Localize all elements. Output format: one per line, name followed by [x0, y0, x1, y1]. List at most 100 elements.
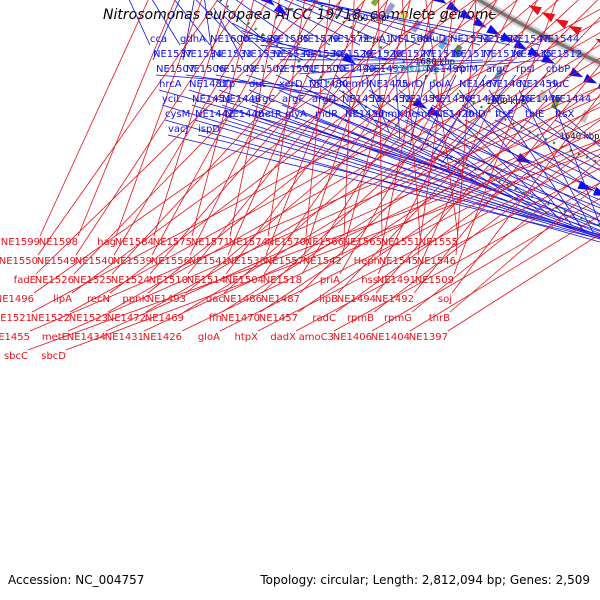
gene-arrow-52: [260, 0, 275, 6]
gene-label: thiD: [465, 109, 486, 120]
gene-label: argF: [282, 94, 304, 105]
leader-line: [289, 59, 484, 68]
leader-line: [227, 0, 342, 256]
gene-label: thrB: [429, 313, 450, 324]
gene-label: NE1504: [225, 275, 264, 286]
gene-label: tRNAArg: [396, 64, 439, 75]
leader-line: [464, 119, 600, 182]
tick-label: 1660 kbp: [486, 97, 526, 107]
gene-label: NE1533: [213, 49, 252, 60]
leader-line: [301, 0, 477, 275]
label-leader-lines: [27, 0, 600, 351]
leader-line: [191, 0, 255, 237]
gene-label: NE1519: [423, 49, 462, 60]
gene-label: argD: [312, 94, 336, 105]
leader-line: [377, 0, 518, 275]
gene-label: amoC3: [299, 332, 334, 343]
leader-line: [224, 119, 600, 236]
gene-label: NE1440: [225, 109, 264, 120]
gene-label: sbcC: [4, 351, 28, 362]
gene-label: NE1475: [369, 79, 408, 90]
leader-line: [431, 104, 600, 206]
gene-label: NE1397: [409, 332, 448, 343]
gene-label: priA: [320, 275, 340, 286]
gene-label: hemL: [405, 109, 433, 120]
gene-label: NE1444: [552, 94, 591, 105]
gene-label: NE1491: [377, 275, 416, 286]
gene-label: NE1544: [540, 34, 579, 45]
leader-line: [518, 89, 595, 234]
leader-line: [152, 0, 180, 61]
gene-label: soj: [438, 294, 452, 305]
leader-line: [415, 0, 538, 275]
gene-label: NE1555: [419, 237, 458, 248]
leader-line: [284, 119, 600, 227]
cog-block-109: [536, 89, 547, 103]
leader-line: [267, 0, 306, 237]
leader-line: [221, 71, 600, 313]
gene-label: NE1516: [483, 49, 522, 60]
gene-label: vacJ: [168, 124, 189, 135]
leader-line: [449, 182, 600, 313]
gene-label: dut: [249, 79, 266, 90]
gene-label: NE1497: [366, 64, 405, 75]
gene-label: NE1525: [73, 275, 112, 286]
gene-label: NE1522: [31, 313, 70, 324]
leader-line: [269, 0, 361, 46]
gene-label: NE1472: [107, 313, 146, 324]
leader-line: [31, 8, 600, 313]
gene-arrow-100: [513, 39, 528, 50]
gene-label: NE1575: [153, 237, 192, 248]
gene-label: NE1470: [221, 313, 260, 324]
gene-label: NE1493: [147, 294, 186, 305]
gene-label: NE1515: [513, 49, 552, 60]
gene-label: NE1584: [115, 237, 154, 248]
gene-label: NE1434: [67, 332, 106, 343]
gene-arrow-93: [472, 17, 487, 28]
leader-line: [225, 0, 434, 275]
leader-line: [189, 0, 318, 256]
gene-label: NE1534: [183, 49, 222, 60]
gene-label: NE1546: [417, 256, 456, 267]
cog-block-121: [579, 109, 590, 123]
gene-label: NE1446: [492, 94, 531, 105]
gene-label: NE1448: [222, 94, 261, 105]
gene-label: xerD: [279, 79, 303, 90]
gene-label: NE1496: [0, 294, 34, 305]
leader-line: [251, 104, 600, 237]
gene-label: fadE: [14, 275, 36, 286]
gene-label: NE1553: [450, 34, 489, 45]
leader-line: [337, 16, 600, 294]
leader-line: [379, 0, 434, 256]
gene-label: lipA: [53, 294, 72, 305]
gene-label: NE1503: [216, 64, 255, 75]
leader-line: [305, 0, 330, 237]
leader-line: [409, 74, 427, 146]
gene-label: NE1404: [371, 332, 410, 343]
leader-line: [197, 134, 600, 236]
gene-label: NE1529: [333, 49, 372, 60]
gene-label: NE1501: [276, 64, 315, 75]
leader-line: [181, 129, 600, 332]
gene-label: rpmG: [384, 313, 412, 324]
leader-line: [409, 215, 600, 332]
leader-line: [299, 59, 514, 75]
backbone-line: [475, 0, 600, 65]
leader-line: [253, 0, 331, 46]
leader-line: [401, 0, 421, 237]
leader-line: [151, 0, 294, 256]
leader-line: [434, 119, 600, 192]
leader-line: [283, 0, 391, 46]
gene-label: NE1492: [375, 294, 414, 305]
gene-label: dfp: [219, 79, 235, 90]
gene-label: NE1531: [273, 49, 312, 60]
gene-arrow-97: [486, 24, 501, 36]
leader-line: [147, 0, 518, 294]
gene-label: NE1540: [75, 256, 114, 267]
gene-label: hag: [97, 237, 116, 248]
gene-label: ftsE: [495, 109, 514, 120]
leader-line: [204, 0, 214, 61]
leader-line: [304, 0, 451, 46]
gene-label: NE1459: [519, 79, 558, 90]
